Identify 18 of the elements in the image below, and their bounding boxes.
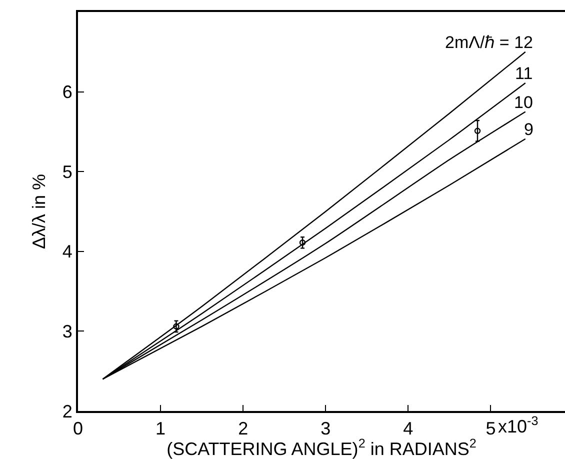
x-tick-label: 3 <box>320 418 331 439</box>
y-tick-label: 5 <box>62 162 72 182</box>
series-label: 9 <box>524 120 534 139</box>
series-label: 2mΛ/ℏ = 12 <box>445 33 533 52</box>
x-tick-label: 2 <box>238 418 248 439</box>
y-tick-label: 3 <box>62 322 72 342</box>
series-label: 11 <box>515 64 533 83</box>
y-tick-label: 2 <box>62 401 72 422</box>
x-axis-title: (SCATTERING ANGLE)$^{2}$ in RADIANS$^{2}$ <box>166 436 476 459</box>
y-tick-label: 6 <box>62 82 72 102</box>
y-tick-label: 4 <box>62 242 72 262</box>
y-axis-title: Δλ/λ in % <box>29 174 50 250</box>
series-label: 10 <box>514 93 533 112</box>
x-tick-label: 5 <box>486 418 496 439</box>
text: x10$^{-3}$ <box>498 414 538 437</box>
x-tick-label: 1 <box>156 418 166 439</box>
x-tick-label: 0 <box>72 418 84 439</box>
x-tick-label: 4 <box>403 418 414 439</box>
